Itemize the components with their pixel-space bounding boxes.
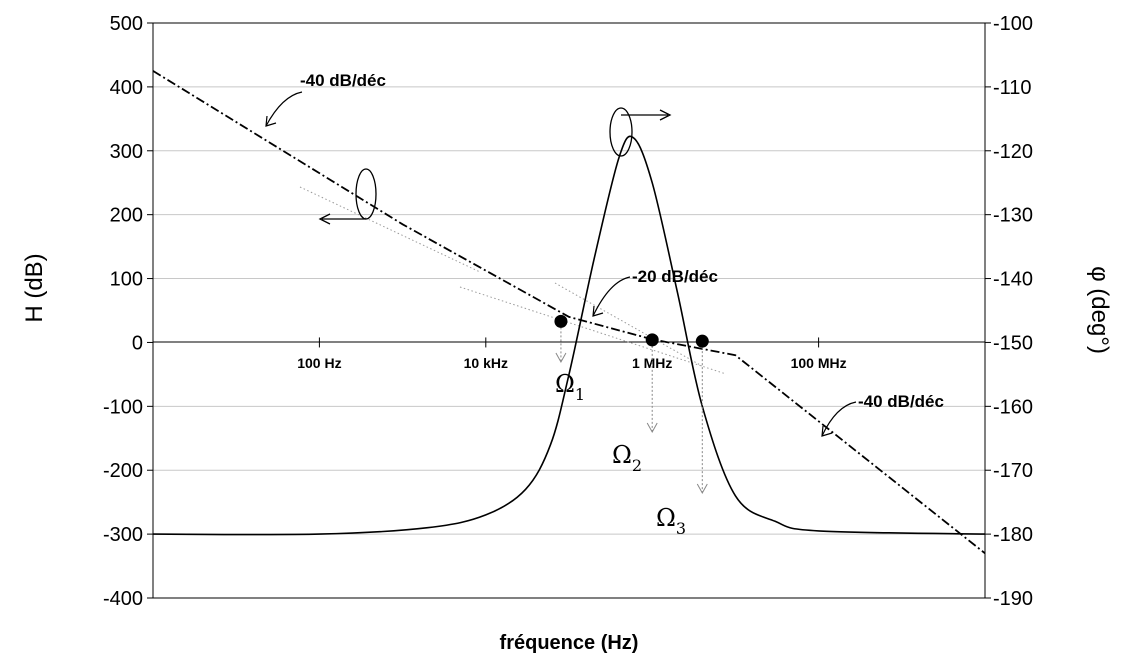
x-tick-label: 100 Hz bbox=[297, 355, 341, 371]
y-right-tick-label: -130 bbox=[993, 205, 1033, 227]
slope-annotation: -40 dB/déc bbox=[858, 392, 944, 411]
tangent-line-low bbox=[299, 186, 481, 273]
omega-point bbox=[645, 333, 659, 347]
tangent-line-40db bbox=[554, 282, 703, 367]
y-axis-right: -190 -180 -170 -160 -150 -140 -130 -120 -110 -100 bbox=[985, 13, 1033, 610]
omega-label: Ω3 bbox=[656, 504, 686, 538]
y-right-tick-label: -190 bbox=[993, 588, 1033, 610]
y-left-tick-label: 200 bbox=[110, 205, 143, 227]
omega-subscript: 3 bbox=[676, 519, 686, 538]
y-left-tick-label: 400 bbox=[110, 77, 143, 99]
y-right-tick-label: -160 bbox=[993, 396, 1033, 418]
phase-axis-ellipse bbox=[609, 107, 633, 157]
y-right-tick-label: -110 bbox=[993, 77, 1032, 99]
y-left-tick-label: 500 bbox=[110, 13, 143, 35]
phase-axis-arrowhead bbox=[659, 109, 672, 121]
annotations: -40 dB/déc -20 dB/déc -40 dB/déc bbox=[265, 71, 944, 437]
omega-label: Ω1 bbox=[555, 370, 585, 404]
y-right-tick-label: -120 bbox=[993, 141, 1033, 163]
x-axis-title: fréquence (Hz) bbox=[500, 632, 639, 654]
omega-subscript: 2 bbox=[632, 456, 642, 475]
omega-point bbox=[695, 334, 709, 348]
tangent-line-20db bbox=[459, 286, 727, 375]
y-axis-left-title: H (dB) bbox=[21, 253, 48, 322]
y-left-tick-label: 300 bbox=[110, 141, 143, 163]
tangent-asymptotes bbox=[299, 186, 727, 375]
magnitude-axis-ellipse bbox=[355, 168, 377, 220]
y-left-tick-label: -400 bbox=[103, 588, 143, 610]
series-group bbox=[152, 70, 986, 555]
y-right-tick-label: -170 bbox=[993, 460, 1033, 482]
x-tick-label: 100 MHz bbox=[791, 355, 847, 371]
slope-annotation: -40 dB/déc bbox=[300, 71, 386, 90]
magnitude-axis-arrowhead bbox=[318, 213, 331, 225]
magnitude-curve bbox=[152, 70, 986, 555]
slope-annotation: -20 dB/déc bbox=[632, 267, 718, 286]
y-left-tick-label: -300 bbox=[103, 524, 143, 546]
y-right-tick-label: -100 bbox=[993, 13, 1033, 35]
slope-annotation-arrow bbox=[821, 401, 857, 437]
y-right-tick-label: -180 bbox=[993, 524, 1033, 546]
axis-indicators bbox=[318, 107, 672, 225]
y-right-tick-label: -150 bbox=[993, 332, 1033, 354]
plot-area-border bbox=[152, 22, 986, 599]
y-left-tick-label: -100 bbox=[103, 396, 143, 418]
omega-drop-arrowhead bbox=[555, 352, 567, 364]
x-axis: 100 Hz 10 kHz 1 MHz 100 MHz bbox=[297, 337, 847, 371]
gridlines bbox=[153, 86, 985, 535]
omega-subscript: 1 bbox=[575, 385, 585, 404]
y-left-tick-label: 100 bbox=[110, 269, 143, 291]
y-right-tick-label: -140 bbox=[993, 269, 1033, 291]
omega-drop-arrowhead bbox=[696, 483, 708, 495]
x-tick-label: 10 kHz bbox=[464, 355, 508, 371]
y-axis-right-title: φ (deg°) bbox=[1086, 266, 1113, 354]
slope-annotation-arrow bbox=[592, 276, 631, 317]
omega-point bbox=[554, 314, 568, 328]
slope-annotation-arrowhead bbox=[821, 425, 833, 437]
slope-annotation-arrow bbox=[265, 91, 303, 127]
y-left-tick-label: -200 bbox=[103, 460, 143, 482]
omega-drop-arrowhead bbox=[646, 422, 658, 434]
phase-curve bbox=[152, 135, 986, 536]
slope-annotation-arrowhead bbox=[592, 305, 604, 317]
slope-annotation-arrowhead bbox=[265, 115, 277, 127]
y-left-tick-label: 0 bbox=[132, 332, 143, 354]
y-axis-left: -400 -300 -200 -100 0 100 200 300 400 500 bbox=[103, 13, 153, 610]
